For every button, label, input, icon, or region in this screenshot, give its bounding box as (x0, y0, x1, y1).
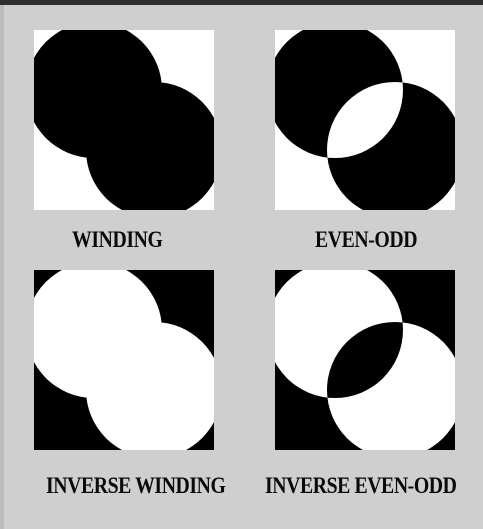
inverse-even-odd-shape (275, 270, 455, 450)
even-odd-diagram (275, 30, 455, 210)
winding-svg (34, 30, 214, 210)
left-border (0, 5, 4, 529)
inverse-even-odd-diagram (275, 270, 455, 450)
winding-circle-b (86, 82, 214, 210)
inverse-winding-diagram (34, 270, 214, 450)
inverse-even-odd-label: INVERSE EVEN-ODD (265, 473, 457, 498)
top-border (0, 0, 483, 5)
inverse-even-odd-svg (275, 270, 455, 450)
inverse-winding-circle-b (86, 322, 214, 450)
winding-diagram (34, 30, 214, 210)
even-odd-shape (275, 30, 455, 210)
even-odd-svg (275, 30, 455, 210)
winding-label: WINDING (72, 227, 163, 252)
inverse-winding-label: INVERSE WINDING (46, 473, 226, 498)
inverse-winding-svg (34, 270, 214, 450)
even-odd-label: EVEN-ODD (315, 227, 418, 252)
